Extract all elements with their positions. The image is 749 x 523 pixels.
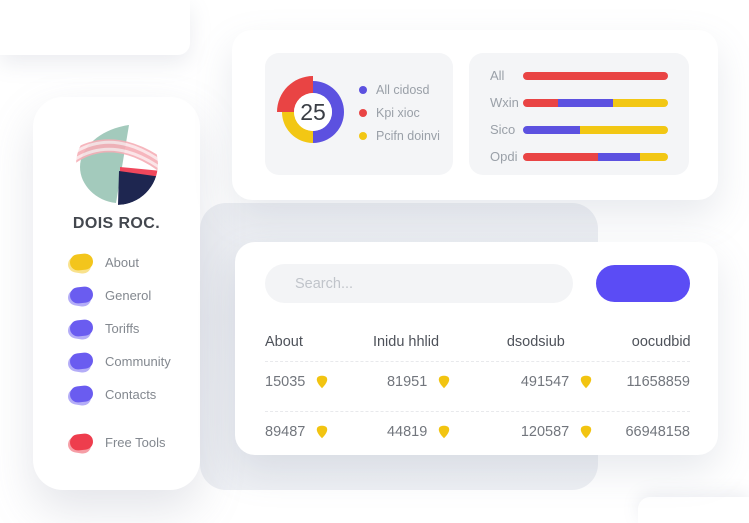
sidebar-menu: About Generol Toriffs bbox=[33, 249, 200, 462]
column-header: dsodsiub bbox=[506, 334, 565, 350]
sidebar-item-contacts[interactable]: Contacts bbox=[66, 381, 200, 407]
row-divider bbox=[265, 411, 690, 412]
table-row: 89487 44819 120587 bbox=[265, 412, 690, 452]
shield-icon bbox=[581, 375, 592, 389]
donut-center-value: 25 bbox=[300, 99, 326, 125]
sidebar-item-community[interactable]: Community bbox=[66, 348, 200, 374]
legend-item: Pcifn doinvi bbox=[359, 127, 440, 145]
sidebar-item-about[interactable]: About bbox=[66, 249, 200, 275]
donut-chart-panel: 25 All cidosd Kpi xioc Pcifn doinvi bbox=[265, 53, 453, 175]
legend-item: All cidosd bbox=[359, 81, 440, 99]
logo bbox=[75, 123, 158, 205]
cell-value: 15035 bbox=[265, 374, 306, 390]
table-row: 15035 81951 491547 bbox=[265, 362, 690, 402]
data-table: About Inidu hhlid dsodsiub oocudbid 1503… bbox=[265, 332, 691, 452]
cell-value: 120587 bbox=[520, 424, 570, 440]
shield-icon bbox=[439, 375, 450, 389]
bar-track bbox=[523, 98, 668, 107]
shield-icon bbox=[317, 375, 328, 389]
sidebar: DOIS ROC. About Generol bbox=[33, 97, 200, 490]
blob-icon bbox=[66, 432, 94, 455]
bar-track bbox=[523, 71, 668, 80]
blob-icon bbox=[66, 384, 94, 407]
table-header-row: About Inidu hhlid dsodsiub oocudbid bbox=[265, 332, 691, 352]
brand-title: DOIS ROC. bbox=[72, 215, 161, 232]
shield-icon bbox=[317, 425, 328, 439]
sidebar-item-label: Community bbox=[105, 353, 171, 369]
sidebar-item-label: Free Tools bbox=[105, 434, 166, 450]
stacked-bar-chart: All Wxin Sico bbox=[469, 53, 689, 170]
stacked-bars-panel: All Wxin Sico bbox=[469, 53, 689, 175]
legend-item: Kpi xioc bbox=[359, 104, 440, 122]
sidebar-item-generol[interactable]: Generol bbox=[66, 282, 200, 308]
sidebar-item-label: About bbox=[105, 254, 139, 270]
column-header: oocudbid bbox=[631, 334, 691, 350]
legend-dot bbox=[359, 109, 367, 117]
cell-value: 81951 bbox=[386, 374, 428, 390]
search-box[interactable] bbox=[265, 264, 573, 303]
column-header: About bbox=[265, 334, 303, 350]
logo-icon bbox=[75, 123, 158, 205]
donut-chart: 25 bbox=[277, 76, 344, 143]
blob-icon bbox=[66, 252, 94, 275]
stats-card: 25 All cidosd Kpi xioc Pcifn doinvi bbox=[232, 30, 718, 200]
deco-rect-top-left bbox=[0, 0, 190, 55]
deco-rect-bottom-right bbox=[638, 497, 749, 523]
search-input[interactable] bbox=[293, 274, 547, 293]
sidebar-item-free-tools[interactable]: Free Tools bbox=[66, 429, 200, 455]
sidebar-item-toriffs[interactable]: Toriffs bbox=[66, 315, 200, 341]
sidebar-item-label: Toriffs bbox=[105, 320, 140, 336]
sidebar-item-label: Generol bbox=[105, 287, 152, 303]
cell-value: 66948158 bbox=[625, 424, 690, 440]
cell-value: 89487 bbox=[265, 424, 306, 440]
bar-row: All bbox=[490, 62, 668, 89]
blob-icon bbox=[66, 285, 94, 308]
shield-icon bbox=[439, 425, 450, 439]
table-card: About Inidu hhlid dsodsiub oocudbid 1503… bbox=[235, 242, 718, 455]
cell-value: 491547 bbox=[520, 374, 570, 390]
bar-track bbox=[523, 152, 668, 161]
bar-row: Sico bbox=[490, 116, 668, 143]
bar-track bbox=[523, 125, 668, 134]
legend-dot bbox=[359, 86, 367, 94]
sidebar-item-label: Contacts bbox=[105, 386, 157, 402]
shield-icon bbox=[581, 425, 592, 439]
cell-value: 44819 bbox=[386, 424, 428, 440]
donut-legend: All cidosd Kpi xioc Pcifn doinvi bbox=[359, 81, 440, 150]
legend-dot bbox=[359, 132, 367, 140]
blob-icon bbox=[66, 351, 94, 374]
column-header: Inidu hhlid bbox=[372, 334, 440, 350]
row-divider bbox=[265, 361, 690, 362]
cell-value: 11658859 bbox=[626, 374, 690, 390]
primary-button[interactable] bbox=[596, 265, 690, 302]
bar-row: Opdi bbox=[490, 143, 668, 170]
blob-icon bbox=[66, 318, 94, 341]
bar-row: Wxin bbox=[490, 89, 668, 116]
